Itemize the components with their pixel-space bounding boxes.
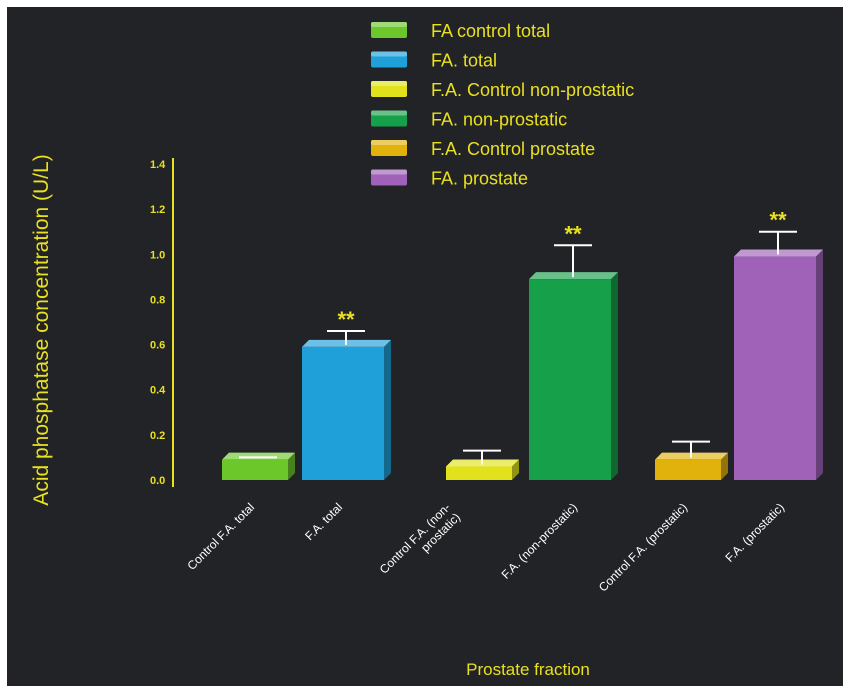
x-axis-label: Prostate fraction (466, 660, 590, 679)
bar-side (816, 249, 823, 480)
bar-group (446, 449, 519, 480)
bar-group: ** (734, 208, 823, 480)
y-tick-label: 0.2 (150, 430, 165, 442)
x-tick-label: F.A. (prostatic) (723, 500, 788, 565)
bar-group: ** (529, 221, 618, 480)
bars: ** ** ** (222, 208, 823, 480)
legend-label: FA. prostate (431, 169, 528, 189)
x-tick-label-line: Control F.A. (prostatic) (596, 500, 690, 594)
y-tick-label: 1.4 (150, 159, 166, 171)
legend-item: FA. prostate (371, 169, 528, 189)
bar-side (384, 339, 391, 480)
x-tick-label: F.A. total (302, 500, 345, 543)
y-tick-label: 1.0 (150, 249, 165, 261)
bar-side (611, 272, 618, 480)
bar-side (721, 452, 728, 480)
x-tick-label: Control F.A. (prostatic) (596, 500, 690, 594)
bar-group (655, 440, 728, 480)
x-tick-label: Control F.A. total (184, 500, 257, 573)
legend-swatch-highlight (371, 51, 407, 57)
legend-swatch-highlight (371, 81, 407, 86)
x-tick-label: F.A. (non-prostatic) (499, 500, 581, 582)
significance-marker: ** (564, 221, 582, 246)
legend-item: FA control total (371, 21, 550, 41)
legend-item: FA. non-prostatic (371, 110, 567, 130)
y-axis-label: Acid phosphatase concentration (U/L) (30, 154, 53, 505)
bar (529, 279, 611, 480)
legend-swatch-highlight (371, 140, 407, 145)
x-tick-label-line: F.A. (non-prostatic) (499, 500, 581, 582)
y-tick-label: 0.6 (150, 340, 165, 352)
y-tick-label: 0.0 (150, 475, 165, 487)
significance-marker: ** (337, 307, 355, 332)
legend-label: F.A. Control non-prostatic (431, 80, 634, 100)
legend-label: F.A. Control prostate (431, 139, 595, 159)
bar (734, 256, 816, 480)
legend: FA control total FA. total F.A. Control no… (371, 21, 634, 189)
significance-marker: ** (769, 208, 787, 233)
y-tick-label: 1.2 (150, 204, 165, 216)
y-tick-label: 0.4 (150, 385, 166, 397)
legend-label: FA. total (431, 51, 497, 71)
bar (302, 346, 384, 480)
chart-panel (7, 7, 843, 686)
y-axis-ticks: 0.0 0.2 0.4 0.6 0.8 1.0 1.2 1.4 (150, 159, 166, 487)
bar-side (512, 459, 519, 480)
x-tick-label: Control F.A. (non-prostatic) (377, 500, 463, 586)
bar (222, 459, 288, 480)
legend-item: F.A. Control non-prostatic (371, 80, 634, 100)
bar-group (222, 452, 295, 480)
legend-swatch-highlight (371, 169, 407, 175)
bar-top (222, 452, 295, 460)
x-tick-label-line: F.A. (prostatic) (723, 500, 788, 565)
bar-group: ** (302, 307, 391, 480)
legend-label: FA control total (431, 21, 550, 41)
legend-item: F.A. Control prostate (371, 139, 595, 159)
legend-label: FA. non-prostatic (431, 110, 567, 130)
x-tick-label-line: Control F.A. total (184, 500, 257, 573)
bar-side (288, 452, 295, 480)
legend-swatch-highlight (371, 22, 407, 27)
y-tick-label: 0.8 (150, 294, 165, 306)
category-labels: Control F.A. total F.A. total Control F.A.… (184, 500, 787, 594)
bar (446, 466, 512, 480)
x-tick-label-line: F.A. total (302, 500, 345, 543)
bar (655, 459, 721, 480)
legend-item: FA. total (371, 51, 497, 71)
legend-swatch-highlight (371, 110, 407, 116)
